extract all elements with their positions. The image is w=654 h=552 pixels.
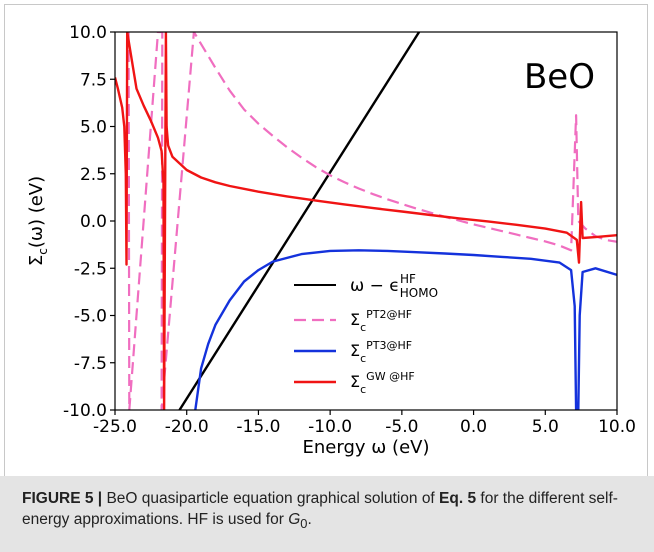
- y-tick-label: 0.0: [80, 212, 107, 232]
- caption-background: [0, 476, 654, 552]
- equation-reference: Eq. 5: [439, 490, 477, 507]
- y-tick-label: 10.0: [69, 23, 107, 43]
- y-tick-label: -7.5: [74, 354, 107, 374]
- caption-text-2: for the different self-energy approximat…: [22, 490, 618, 528]
- series-line-pt3: [194, 249, 617, 410]
- y-tick-label: 5.0: [80, 118, 107, 138]
- x-axis-label: Energy ω (eV): [303, 437, 430, 458]
- chart: -25.0 -20.0 -15.0 -10.0 -5.0 0.0 5.0 10.0 10.0 7.…: [26, 23, 636, 458]
- x-tick-label: -25.0: [93, 417, 137, 437]
- caption-end: .: [307, 511, 312, 528]
- x-tick-label: -10.0: [308, 417, 352, 437]
- g-subscript: 0: [300, 516, 308, 532]
- x-tick-label: -5.0: [385, 417, 418, 437]
- series-line-homo: [178, 32, 421, 410]
- legend-label-pt2: ΣcPT2@HF: [350, 308, 412, 334]
- legend-label-pt3: ΣcPT3@HF: [350, 339, 412, 365]
- y-tick-label: -2.5: [74, 259, 107, 279]
- legend-label-gw: ΣcGW @HF: [350, 370, 415, 396]
- g-symbol: G: [288, 511, 301, 528]
- series-line-pt2: [127, 32, 617, 410]
- x-tick-label: 0.0: [460, 417, 487, 437]
- figure-frame: [4, 4, 648, 546]
- caption-text-1: BeO quasiparticle equation graphical sol…: [102, 490, 440, 507]
- chart-annotation: BeO: [524, 57, 595, 97]
- x-tick-label: 10.0: [598, 417, 636, 437]
- x-tick-label: 5.0: [532, 417, 559, 437]
- x-tick-label: -20.0: [165, 417, 209, 437]
- series-line-gw: [115, 32, 617, 410]
- legend: ω − ϵHOMOHF ΣcPT2@HF ΣcPT3@HF ΣcGW @HF: [294, 272, 438, 396]
- legend-label-homo: ω − ϵHOMOHF: [350, 272, 438, 300]
- y-tick-label: -5.0: [74, 307, 107, 327]
- y-tick-label: 7.5: [80, 70, 107, 90]
- y-tick-label: -10.0: [63, 401, 107, 421]
- x-tick-label: -15.0: [236, 417, 280, 437]
- y-axis-label: Σc(ω) (eV): [26, 176, 50, 266]
- figure-label: FIGURE 5 |: [22, 490, 103, 507]
- figure-caption: FIGURE 5 | BeO quasiparticle equation gr…: [22, 488, 637, 534]
- y-tick-label: 2.5: [80, 165, 107, 185]
